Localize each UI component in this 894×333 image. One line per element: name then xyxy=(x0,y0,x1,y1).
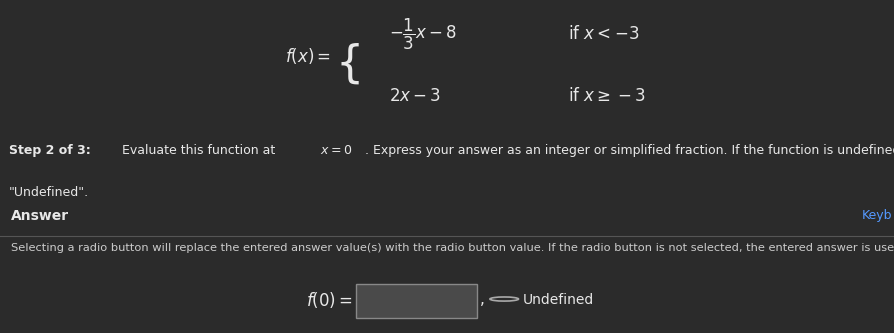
FancyBboxPatch shape xyxy=(356,284,477,318)
Text: $-\dfrac{1}{3}x - 8$: $-\dfrac{1}{3}x - 8$ xyxy=(389,16,457,52)
Text: Keyb: Keyb xyxy=(862,209,892,222)
Text: Step 2 of 3:: Step 2 of 3: xyxy=(9,144,90,157)
Text: $\mathrm{if}\ x \geq -3$: $\mathrm{if}\ x \geq -3$ xyxy=(568,87,645,105)
Text: Selecting a radio button will replace the entered answer value(s) with the radio: Selecting a radio button will replace th… xyxy=(11,243,894,253)
Text: Undefined: Undefined xyxy=(523,293,595,307)
Text: $2x - 3$: $2x - 3$ xyxy=(389,87,441,105)
Text: . Express your answer as an integer or simplified fraction. If the function is u: . Express your answer as an integer or s… xyxy=(365,144,894,157)
Text: "Undefined".: "Undefined". xyxy=(9,186,89,199)
Text: $x = 0$: $x = 0$ xyxy=(320,144,352,157)
Text: ,: , xyxy=(480,292,485,307)
Text: $f(0) =$: $f(0) =$ xyxy=(307,290,353,310)
Text: $f(x) =$: $f(x) =$ xyxy=(285,46,331,66)
Text: $\{$: $\{$ xyxy=(335,42,360,86)
Text: $\mathrm{if}\ x < -3$: $\mathrm{if}\ x < -3$ xyxy=(568,25,639,43)
Text: Answer: Answer xyxy=(11,209,69,223)
Text: Evaluate this function at: Evaluate this function at xyxy=(118,144,279,157)
